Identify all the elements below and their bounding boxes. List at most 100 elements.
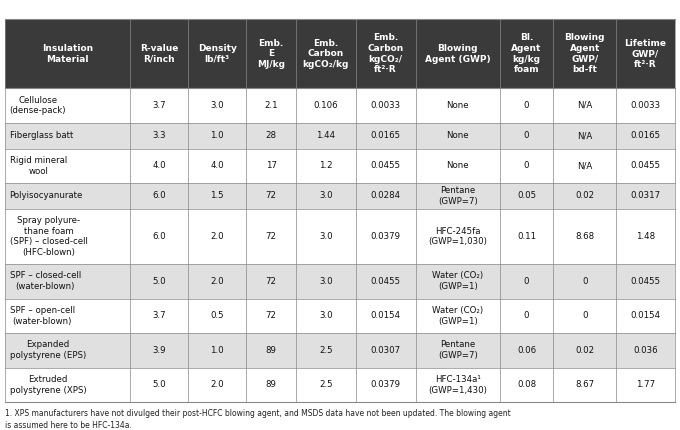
Text: 0.0154: 0.0154	[630, 311, 660, 320]
Text: Polyisocyanurate: Polyisocyanurate	[10, 191, 83, 200]
Text: 6.0: 6.0	[152, 191, 166, 200]
Text: 89: 89	[266, 346, 277, 355]
Text: 3.7: 3.7	[152, 311, 166, 320]
Text: 0.0154: 0.0154	[371, 311, 401, 320]
Text: 0.0379: 0.0379	[371, 380, 401, 389]
Text: 1.48: 1.48	[636, 232, 655, 241]
Bar	[5, 264, 675, 298]
Text: 0.0165: 0.0165	[371, 131, 401, 140]
Text: 3.3: 3.3	[152, 131, 166, 140]
Text: 1.2: 1.2	[319, 161, 333, 170]
Text: 0.0165: 0.0165	[630, 131, 660, 140]
Bar	[5, 183, 675, 209]
Text: 0.0307: 0.0307	[371, 346, 401, 355]
Text: None: None	[446, 131, 469, 140]
Text: HFC-245fa
(GWP=1,030): HFC-245fa (GWP=1,030)	[428, 227, 487, 246]
Text: Pentane
(GWP=7): Pentane (GWP=7)	[438, 341, 477, 360]
Text: N/A: N/A	[577, 101, 592, 110]
Text: 1.0: 1.0	[210, 346, 224, 355]
Text: Spray polyure-
thane foam
(SPF) – closed-cell
(HFC-blown): Spray polyure- thane foam (SPF) – closed…	[10, 216, 88, 257]
Text: Emb.
Carbon
kgCO₂/kg: Emb. Carbon kgCO₂/kg	[303, 39, 349, 69]
Text: 0.0033: 0.0033	[371, 101, 401, 110]
Text: 5.0: 5.0	[152, 380, 166, 389]
Text: 1.44: 1.44	[316, 131, 335, 140]
Text: 8.67: 8.67	[575, 380, 594, 389]
Text: 0.0455: 0.0455	[630, 161, 660, 170]
Text: 2.0: 2.0	[210, 232, 224, 241]
Text: Emb.
E
MJ/kg: Emb. E MJ/kg	[257, 39, 285, 69]
Text: 0.05: 0.05	[517, 191, 536, 200]
Text: SPF – closed-cell
(water-blown): SPF – closed-cell (water-blown)	[10, 271, 81, 291]
Text: 0.06: 0.06	[517, 346, 536, 355]
Text: 0.11: 0.11	[517, 232, 536, 241]
Text: 0.02: 0.02	[575, 346, 594, 355]
Bar	[5, 88, 675, 123]
Text: Density
lb/ft³: Density lb/ft³	[198, 44, 237, 64]
Text: Cellulose
(dense-pack): Cellulose (dense-pack)	[10, 95, 66, 115]
Text: Bl.
Agent
kg/kg
foam: Bl. Agent kg/kg foam	[511, 33, 542, 74]
Text: 0.08: 0.08	[517, 380, 536, 389]
Text: Lifetime
GWP/
ft²·R: Lifetime GWP/ ft²·R	[624, 39, 666, 69]
Text: HFC-134a¹
(GWP=1,430): HFC-134a¹ (GWP=1,430)	[428, 375, 487, 395]
Text: 5.0: 5.0	[152, 277, 166, 286]
Text: Blowing
Agent
GWP/
bd-ft: Blowing Agent GWP/ bd-ft	[564, 33, 605, 74]
Text: 3.0: 3.0	[319, 232, 333, 241]
Text: N/A: N/A	[577, 161, 592, 170]
Text: 2.5: 2.5	[319, 346, 333, 355]
Text: 0.0455: 0.0455	[630, 277, 660, 286]
Text: Water (CO₂)
(GWP=1): Water (CO₂) (GWP=1)	[432, 306, 483, 326]
Text: 0: 0	[524, 101, 529, 110]
Text: 0: 0	[524, 161, 529, 170]
Text: 72: 72	[266, 311, 277, 320]
Text: 0: 0	[582, 311, 588, 320]
Text: 0.0033: 0.0033	[630, 101, 660, 110]
Text: Blowing
Agent (GWP): Blowing Agent (GWP)	[425, 44, 490, 64]
Text: 1.5: 1.5	[210, 191, 224, 200]
Bar	[5, 333, 675, 368]
Text: 17: 17	[266, 161, 277, 170]
Text: 3.0: 3.0	[319, 191, 333, 200]
Text: 6.0: 6.0	[152, 232, 166, 241]
Text: 1.77: 1.77	[636, 380, 655, 389]
Text: 72: 72	[266, 232, 277, 241]
Bar	[5, 209, 675, 264]
Text: Extruded
polystyrene (XPS): Extruded polystyrene (XPS)	[10, 375, 86, 395]
Text: R-value
R/inch: R-value R/inch	[140, 44, 178, 64]
Text: 0.0284: 0.0284	[371, 191, 401, 200]
Text: 0.0455: 0.0455	[371, 277, 401, 286]
Text: 2.5: 2.5	[319, 380, 333, 389]
Text: 1. XPS manufacturers have not divulged their post-HCFC blowing agent, and MSDS d: 1. XPS manufacturers have not divulged t…	[5, 408, 511, 430]
Text: Insulation
Material: Insulation Material	[42, 44, 93, 64]
Text: Water (CO₂)
(GWP=1): Water (CO₂) (GWP=1)	[432, 271, 483, 291]
Text: 4.0: 4.0	[210, 161, 224, 170]
Text: 0.02: 0.02	[575, 191, 594, 200]
Text: 28: 28	[266, 131, 277, 140]
Text: 1.0: 1.0	[210, 131, 224, 140]
Text: Expanded
polystyrene (EPS): Expanded polystyrene (EPS)	[10, 341, 86, 360]
Bar	[5, 298, 675, 333]
Text: 3.0: 3.0	[319, 277, 333, 286]
Text: 0.0317: 0.0317	[630, 191, 660, 200]
Text: N/A: N/A	[577, 131, 592, 140]
Text: 3.9: 3.9	[152, 346, 166, 355]
Text: 89: 89	[266, 380, 277, 389]
Text: 0.0379: 0.0379	[371, 232, 401, 241]
Text: 3.0: 3.0	[319, 311, 333, 320]
Text: 0: 0	[524, 131, 529, 140]
Text: Pentane
(GWP=7): Pentane (GWP=7)	[438, 186, 477, 206]
Text: 0: 0	[524, 277, 529, 286]
Text: Fiberglass batt: Fiberglass batt	[10, 131, 73, 140]
Text: SPF – open-cell
(water-blown): SPF – open-cell (water-blown)	[10, 306, 75, 326]
Bar	[5, 368, 675, 402]
Text: 4.0: 4.0	[152, 161, 166, 170]
Text: 72: 72	[266, 277, 277, 286]
Text: Rigid mineral
wool: Rigid mineral wool	[10, 156, 67, 175]
Text: 2.0: 2.0	[210, 277, 224, 286]
Bar	[5, 148, 675, 183]
Text: None: None	[446, 101, 469, 110]
Text: 8.68: 8.68	[575, 232, 594, 241]
Text: 0.5: 0.5	[210, 311, 224, 320]
Text: None: None	[446, 161, 469, 170]
Text: 0: 0	[582, 277, 588, 286]
Bar	[5, 19, 675, 88]
